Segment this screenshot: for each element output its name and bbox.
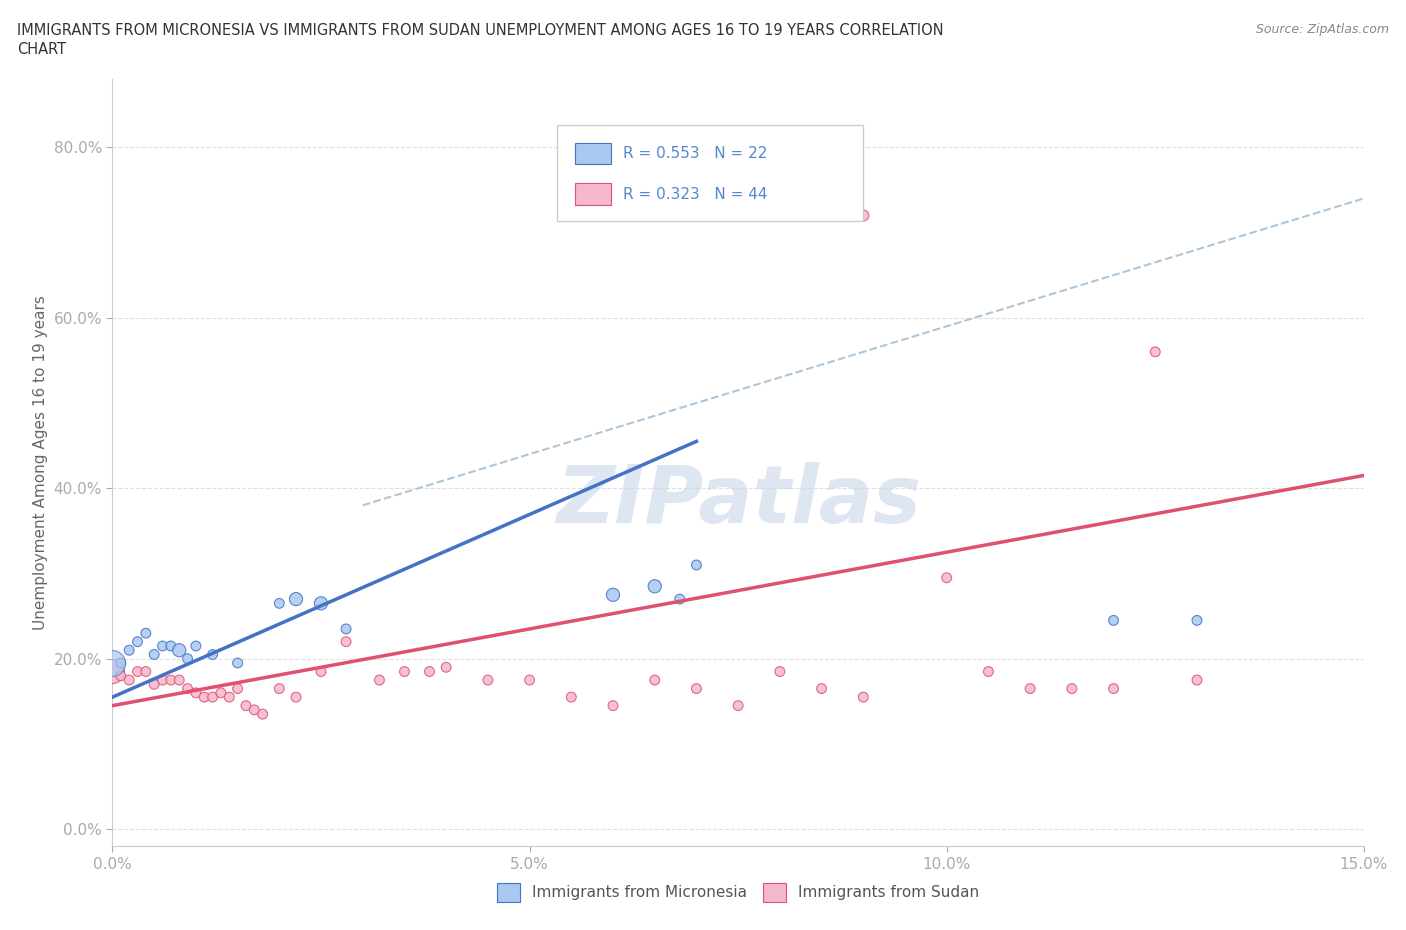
Point	[160, 639, 183, 654]
FancyBboxPatch shape	[557, 126, 863, 221]
Point	[1019, 681, 1042, 696]
Point	[335, 634, 357, 649]
Point	[368, 672, 391, 687]
Point	[226, 681, 249, 696]
Point	[167, 643, 190, 658]
Point	[1144, 344, 1167, 359]
Point	[152, 639, 174, 654]
Point	[160, 672, 183, 687]
Point	[1102, 613, 1125, 628]
Point	[685, 557, 707, 572]
Point	[243, 702, 266, 717]
Point	[1060, 681, 1083, 696]
Point	[285, 690, 308, 705]
Point	[285, 591, 308, 606]
Point	[668, 591, 690, 606]
Y-axis label: Unemployment Among Ages 16 to 19 years: Unemployment Among Ages 16 to 19 years	[32, 295, 48, 631]
Point	[810, 681, 832, 696]
Point	[1185, 613, 1208, 628]
Point	[852, 690, 875, 705]
Point	[184, 639, 207, 654]
Point	[118, 643, 141, 658]
Point	[644, 578, 666, 593]
Point	[152, 672, 174, 687]
Text: CHART: CHART	[17, 42, 66, 57]
Point	[560, 690, 582, 705]
Point	[218, 690, 240, 705]
Point	[269, 596, 291, 611]
Point	[235, 698, 257, 713]
Point	[477, 672, 499, 687]
Point	[118, 672, 141, 687]
Point	[977, 664, 1000, 679]
Text: R = 0.323   N = 44: R = 0.323 N = 44	[623, 187, 768, 202]
Point	[685, 681, 707, 696]
Point	[176, 651, 198, 666]
Text: ZIPatlas: ZIPatlas	[555, 462, 921, 540]
Legend: Immigrants from Micronesia, Immigrants from Sudan: Immigrants from Micronesia, Immigrants f…	[491, 877, 986, 908]
Point	[434, 660, 457, 675]
Point	[135, 626, 157, 641]
Point	[167, 672, 190, 687]
Point	[519, 672, 541, 687]
Point	[418, 664, 440, 679]
Point	[201, 647, 224, 662]
Point	[143, 677, 166, 692]
FancyBboxPatch shape	[575, 183, 610, 205]
Point	[602, 588, 624, 603]
Point	[110, 669, 132, 684]
Point	[226, 656, 249, 671]
Point	[727, 698, 749, 713]
Point	[269, 681, 291, 696]
Point	[201, 690, 224, 705]
Point	[309, 596, 332, 611]
Point	[852, 208, 875, 223]
Point	[143, 647, 166, 662]
Point	[935, 570, 957, 585]
Point	[135, 664, 157, 679]
Point	[127, 664, 149, 679]
Point	[184, 685, 207, 700]
Point	[309, 664, 332, 679]
Point	[769, 664, 792, 679]
Point	[101, 656, 124, 671]
Point	[1185, 672, 1208, 687]
Point	[209, 685, 232, 700]
FancyBboxPatch shape	[575, 142, 610, 165]
Point	[101, 664, 124, 679]
Point	[110, 656, 132, 671]
Point	[176, 681, 198, 696]
Point	[335, 621, 357, 636]
Point	[252, 707, 274, 722]
Text: Source: ZipAtlas.com: Source: ZipAtlas.com	[1256, 23, 1389, 36]
Text: IMMIGRANTS FROM MICRONESIA VS IMMIGRANTS FROM SUDAN UNEMPLOYMENT AMONG AGES 16 T: IMMIGRANTS FROM MICRONESIA VS IMMIGRANTS…	[17, 23, 943, 38]
Point	[394, 664, 416, 679]
Point	[602, 698, 624, 713]
Text: R = 0.553   N = 22: R = 0.553 N = 22	[623, 146, 768, 161]
Point	[193, 690, 215, 705]
Point	[127, 634, 149, 649]
Point	[644, 672, 666, 687]
Point	[1102, 681, 1125, 696]
